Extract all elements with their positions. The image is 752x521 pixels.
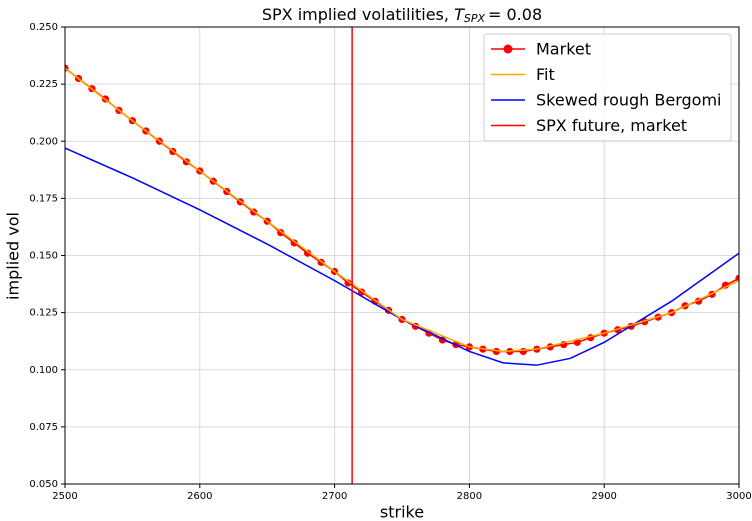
data-point xyxy=(304,249,312,257)
y-tick-label: 0.125 xyxy=(29,308,58,319)
y-tick-label: 0.100 xyxy=(29,365,58,376)
x-axis-label: strike xyxy=(380,503,424,521)
legend-marker xyxy=(503,44,513,54)
legend-label: SPX future, market xyxy=(536,116,687,135)
y-tick-label: 0.200 xyxy=(29,136,58,147)
legend-box xyxy=(483,33,732,142)
data-point xyxy=(735,274,739,282)
data-point xyxy=(344,279,352,287)
x-tick-label: 2700 xyxy=(322,491,347,502)
data-point xyxy=(519,347,527,356)
y-tick-label: 0.150 xyxy=(29,251,58,262)
y-tick-label: 0.075 xyxy=(29,422,58,433)
plot-area xyxy=(65,64,739,366)
y-tick-label: 0.225 xyxy=(29,79,58,90)
x-tick-label: 2600 xyxy=(187,491,212,502)
legend-label: Market xyxy=(536,40,591,59)
data-point xyxy=(290,239,298,247)
y-tick-label: 0.175 xyxy=(29,193,58,204)
chart-title: SPX implied volatilities, TSPX = 0.08 xyxy=(262,5,542,26)
y-tick-label: 0.250 xyxy=(29,22,58,33)
legend-label: Skewed rough Bergomi xyxy=(536,91,722,110)
x-tick-label: 2500 xyxy=(52,491,77,502)
x-tick-label: 3000 xyxy=(726,491,751,502)
y-tick-label: 0.050 xyxy=(29,479,58,490)
y-axis-label: implied vol xyxy=(4,212,23,300)
legend-label: Fit xyxy=(536,65,555,84)
series-line xyxy=(65,67,739,353)
x-tick-label: 2900 xyxy=(591,491,616,502)
x-tick-label: 2800 xyxy=(457,491,482,502)
plot-frame xyxy=(64,26,740,485)
series-line xyxy=(65,147,739,366)
